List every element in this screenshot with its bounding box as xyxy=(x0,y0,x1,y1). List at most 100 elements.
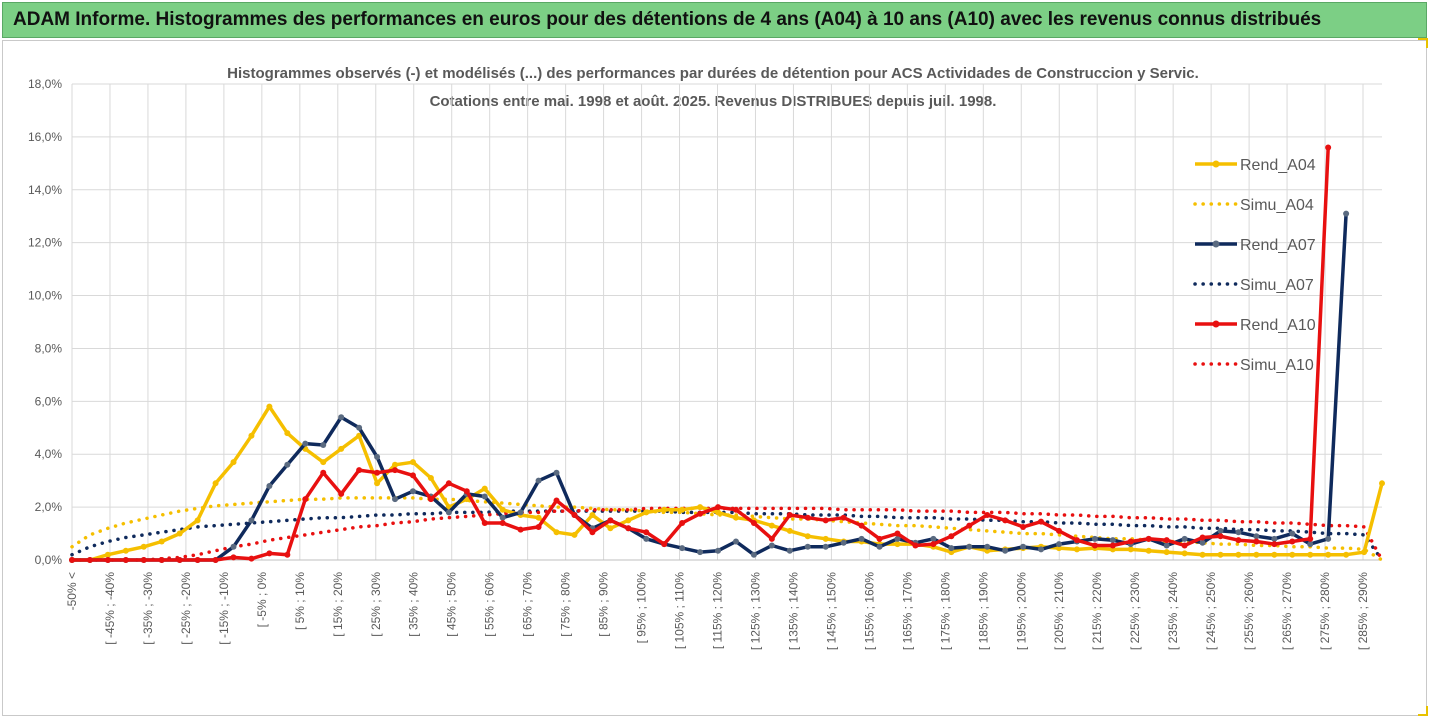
data-point-rend-a04 xyxy=(643,509,650,516)
data-point-rend-a07 xyxy=(715,547,722,554)
data-point-rend-a04 xyxy=(248,432,255,439)
data-point-rend-a10 xyxy=(1109,542,1116,549)
legend-marker-rend-a04 xyxy=(1212,160,1220,168)
data-point-rend-a07 xyxy=(1020,543,1027,550)
data-point-rend-a10 xyxy=(840,514,847,521)
data-point-rend-a10 xyxy=(463,488,470,495)
data-point-rend-a10 xyxy=(499,519,506,526)
data-point-rend-a04 xyxy=(1073,546,1080,553)
x-tick-label: [ -25% ; -20% xyxy=(179,572,193,645)
data-point-rend-a10 xyxy=(427,496,434,503)
data-point-rend-a07 xyxy=(338,414,345,421)
y-tick-label: 10,0% xyxy=(28,289,62,303)
data-point-rend-a10 xyxy=(804,514,811,521)
x-tick-label: [ 105% ; 110% xyxy=(673,572,687,649)
data-point-rend-a04 xyxy=(804,533,811,540)
data-point-rend-a04 xyxy=(1127,546,1134,553)
data-point-rend-a07 xyxy=(1181,535,1188,542)
data-point-rend-a04 xyxy=(499,506,506,513)
data-point-rend-a04 xyxy=(894,541,901,548)
data-point-rend-a10 xyxy=(1199,534,1206,541)
data-point-rend-a04 xyxy=(481,485,488,492)
data-point-rend-a04 xyxy=(194,517,201,524)
data-point-rend-a04 xyxy=(140,543,147,550)
data-point-rend-a10 xyxy=(876,535,883,542)
data-point-rend-a04 xyxy=(661,506,668,513)
x-tick-label: [ 75% ; 80% xyxy=(559,572,573,637)
data-point-rend-a04 xyxy=(176,530,183,537)
x-tick-label: [ 165% ; 170% xyxy=(900,572,914,650)
data-point-rend-a04 xyxy=(427,475,434,482)
data-point-rend-a07 xyxy=(643,535,650,542)
data-point-rend-a07 xyxy=(374,453,381,460)
data-point-rend-a10 xyxy=(409,472,416,479)
data-point-rend-a10 xyxy=(930,541,937,548)
data-point-rend-a10 xyxy=(517,526,524,533)
data-point-rend-a07 xyxy=(930,535,937,542)
data-point-rend-a10 xyxy=(643,529,650,536)
x-tick-label: [ 145% ; 150% xyxy=(824,572,838,650)
data-point-rend-a10 xyxy=(1091,542,1098,549)
data-point-rend-a10 xyxy=(535,523,542,530)
data-point-rend-a04 xyxy=(356,432,363,439)
data-point-rend-a07 xyxy=(1235,529,1242,536)
x-tick-label: [ 195% ; 200% xyxy=(1014,572,1028,650)
x-tick-label: [ 235% ; 240% xyxy=(1166,572,1180,650)
data-point-rend-a07 xyxy=(1271,535,1278,542)
data-point-rend-a07 xyxy=(894,535,901,542)
data-point-rend-a07 xyxy=(1091,535,1098,542)
x-tick-label: [ 175% ; 180% xyxy=(938,572,952,650)
frame-corner-marker xyxy=(1418,706,1428,716)
x-tick-label: [ 225% ; 230% xyxy=(1128,572,1142,650)
x-tick-label: [ 205% ; 210% xyxy=(1052,572,1066,650)
data-point-rend-a07 xyxy=(768,542,775,549)
data-point-rend-a10 xyxy=(248,555,255,562)
x-tick-label: [ 25% ; 30% xyxy=(369,572,383,637)
data-point-rend-a07 xyxy=(697,549,704,556)
y-tick-label: 8,0% xyxy=(35,341,63,355)
data-point-rend-a10 xyxy=(571,512,578,519)
data-point-rend-a10 xyxy=(212,557,219,563)
data-point-rend-a04 xyxy=(1343,551,1350,558)
data-point-rend-a10 xyxy=(1002,517,1009,524)
y-tick-label: 12,0% xyxy=(28,236,62,250)
data-point-rend-a04 xyxy=(607,525,614,532)
data-point-rend-a10 xyxy=(607,517,614,524)
data-point-rend-a10 xyxy=(230,554,237,561)
y-tick-label: 0,0% xyxy=(35,553,63,567)
data-point-rend-a04 xyxy=(822,535,829,542)
data-point-rend-a07 xyxy=(445,509,452,516)
data-point-rend-a04 xyxy=(212,480,219,487)
data-point-rend-a04 xyxy=(571,531,578,538)
data-point-rend-a07 xyxy=(499,514,506,521)
x-tick-label: [ -35% ; -30% xyxy=(141,572,155,645)
data-point-rend-a07 xyxy=(248,517,255,524)
data-point-rend-a04 xyxy=(589,512,596,519)
data-point-rend-a10 xyxy=(768,535,775,542)
chart-subtitle: Cotations entre mai. 1998 et août. 2025.… xyxy=(430,93,997,110)
data-point-rend-a04 xyxy=(409,459,416,466)
data-point-rend-a10 xyxy=(302,496,309,503)
data-point-rend-a10 xyxy=(894,530,901,537)
data-point-rend-a07 xyxy=(840,539,847,546)
data-point-rend-a04 xyxy=(1271,551,1278,558)
data-point-rend-a10 xyxy=(356,467,363,474)
data-point-rend-a07 xyxy=(822,543,829,550)
data-point-rend-a07 xyxy=(966,543,973,550)
data-point-rend-a07 xyxy=(302,440,309,447)
data-point-rend-a10 xyxy=(140,557,147,563)
data-point-rend-a07 xyxy=(535,477,542,484)
data-point-rend-a07 xyxy=(230,543,237,550)
data-point-rend-a10 xyxy=(625,525,632,532)
x-tick-label: [ 255% ; 260% xyxy=(1242,572,1256,650)
x-tick-label: [ -45% ; -40% xyxy=(103,572,117,645)
y-tick-label: 6,0% xyxy=(35,394,63,408)
x-tick-label: [ 35% ; 40% xyxy=(407,572,421,637)
data-point-rend-a07 xyxy=(984,543,991,550)
data-point-rend-a04 xyxy=(697,504,704,511)
data-point-rend-a07 xyxy=(356,424,363,431)
data-point-rend-a04 xyxy=(1307,551,1314,558)
data-point-rend-a04 xyxy=(230,459,237,466)
data-point-rend-a04 xyxy=(1289,551,1296,558)
data-point-rend-a10 xyxy=(338,490,345,497)
